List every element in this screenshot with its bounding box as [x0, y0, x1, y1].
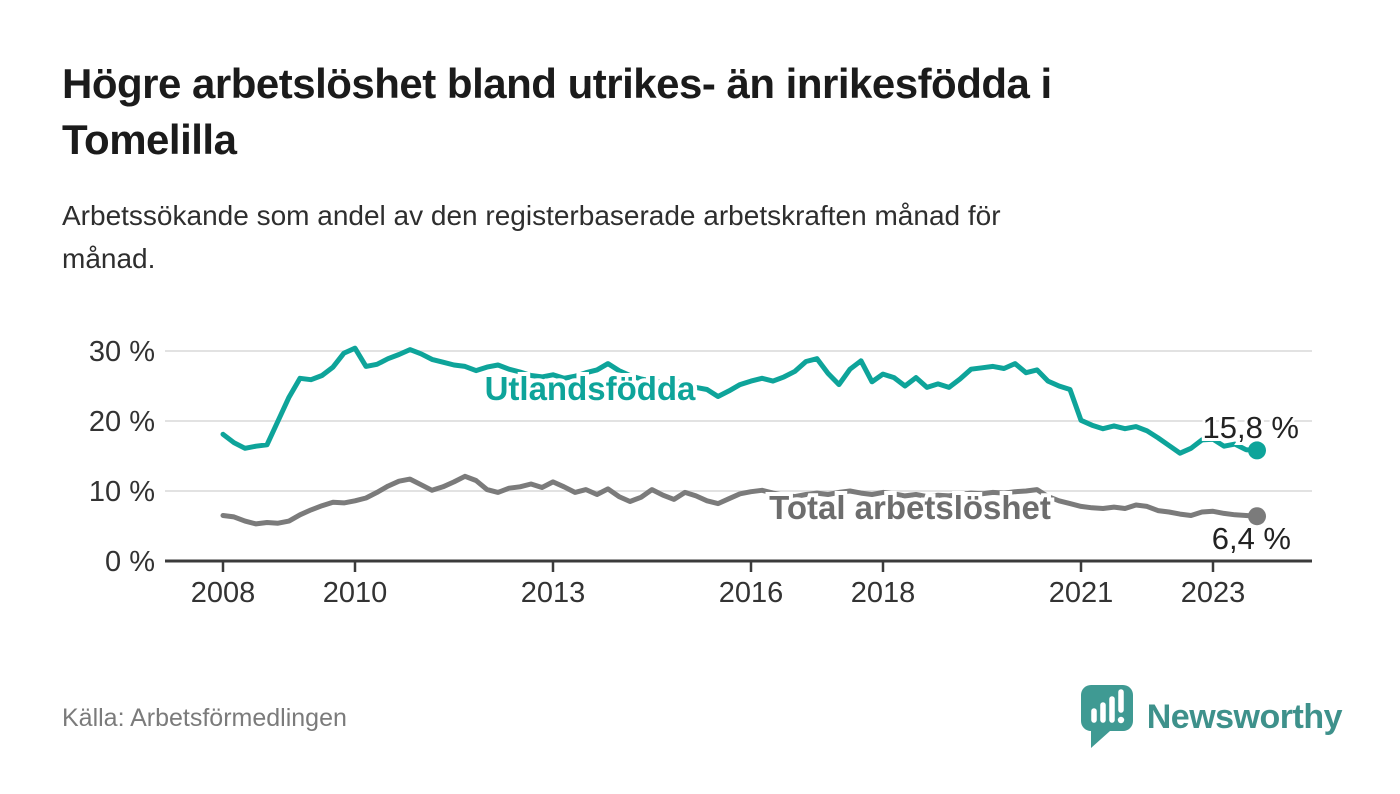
series-line-total	[220, 473, 1260, 527]
end-value-label-utlandsfodda: 15,8 %	[1202, 410, 1299, 445]
exclamation-dot	[1117, 716, 1124, 724]
x-tick-label-2008: 2008	[191, 577, 256, 609]
source-note: Källa: Arbetsförmedlingen	[62, 704, 347, 732]
newsworthy-wordmark: Newsworthy	[1146, 697, 1343, 736]
chart-title: Högre arbetslöshet bland utrikes- än inr…	[62, 60, 1052, 163]
newsworthy-speech-bubble-chart-icon	[1080, 685, 1133, 748]
x-tick-label-2018: 2018	[851, 577, 916, 609]
y-tick-label-30: 30 %	[89, 336, 155, 368]
series-label-total: Total arbetslöshet	[769, 489, 1051, 526]
x-tick-label-2021: 2021	[1049, 577, 1114, 609]
end-dot-total	[1248, 507, 1266, 526]
x-tick-label-2013: 2013	[521, 577, 586, 609]
end-value-label-total: 6,4 %	[1212, 521, 1291, 556]
x-tick-label-2016: 2016	[719, 577, 784, 609]
bar-chart-glyph	[1090, 689, 1124, 723]
chart-subtitle: Arbetssökande som andel av den registerb…	[62, 200, 1001, 275]
series-label-utlandsfodda: Utlandsfödda	[485, 370, 696, 407]
x-tick-label-2023: 2023	[1181, 577, 1246, 609]
end-dot-utlandsfodda	[1248, 441, 1266, 460]
newsworthy-logo: Newsworthy	[1080, 684, 1343, 750]
speech-bubble-shape	[1080, 685, 1133, 748]
y-tick-label-10: 10 %	[89, 476, 155, 508]
y-tick-label-20: 20 %	[89, 406, 155, 438]
y-tick-label-0: 0 %	[105, 546, 155, 578]
series-line-utlandsfodda	[220, 345, 1260, 456]
x-tick-label-2010: 2010	[323, 577, 388, 609]
